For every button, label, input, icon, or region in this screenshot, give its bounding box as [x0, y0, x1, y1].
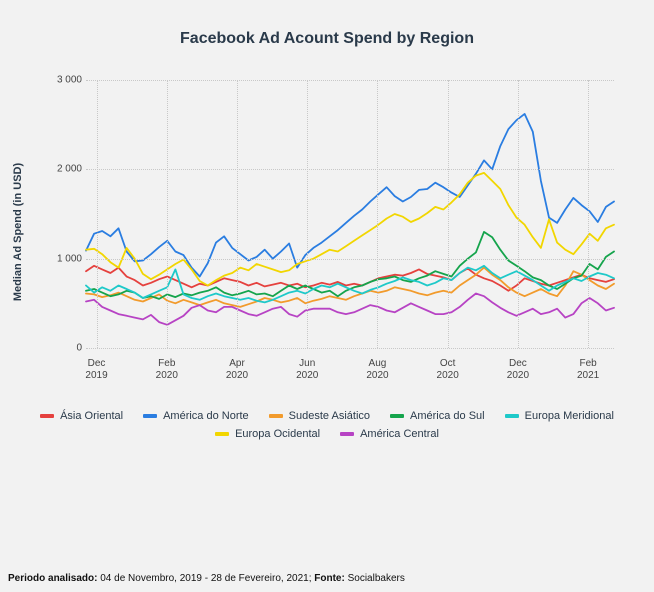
footer-source-label: Fonte: [314, 573, 345, 584]
footer-period-label: Periodo analisado: [8, 573, 97, 584]
grid-line-h [86, 259, 614, 260]
legend-label: Sudeste Asiático [289, 410, 370, 422]
legend-label: América do Norte [163, 410, 249, 422]
grid-line-v [237, 80, 238, 348]
x-tick-label: Aug2020 [366, 358, 388, 382]
legend-swatch [340, 432, 354, 436]
grid-line-v [448, 80, 449, 348]
legend-item: Sudeste Asiático [269, 410, 370, 422]
grid-line-v [377, 80, 378, 348]
grid-line-v [97, 80, 98, 348]
legend-label: Europa Ocidental [235, 428, 320, 440]
y-tick-label: 0 [42, 343, 82, 354]
legend-swatch [143, 414, 157, 418]
legend: Ásia Oriental América do Norte Sudeste Asi… [28, 410, 626, 440]
legend-label: América do Sul [410, 410, 485, 422]
x-tick-label: Jun2020 [296, 358, 318, 382]
footer-note: Periodo analisado: 04 de Novembro, 2019 … [8, 573, 405, 584]
legend-label: Europa Meridional [525, 410, 614, 422]
x-tick-label: Apr2020 [226, 358, 248, 382]
legend-item: Ásia Oriental [40, 410, 123, 422]
y-tick-label: 3 000 [42, 75, 82, 86]
legend-swatch [269, 414, 283, 418]
legend-item: América Central [340, 428, 439, 440]
legend-swatch [505, 414, 519, 418]
plot-area: 01 0002 0003 000Dec2019Feb2020Apr2020Jun… [86, 80, 614, 348]
x-tick-label: Feb2020 [156, 358, 178, 382]
legend-swatch [40, 414, 54, 418]
legend-item: Europa Ocidental [215, 428, 320, 440]
grid-line-h [86, 80, 614, 81]
legend-item: Europa Meridional [505, 410, 614, 422]
legend-item: América do Sul [390, 410, 485, 422]
footer-period-value: 04 de Novembro, 2019 - 28 de Fevereiro, … [97, 573, 314, 584]
grid-line-v [307, 80, 308, 348]
grid-line-h [86, 348, 614, 349]
x-tick-label: Oct2020 [437, 358, 459, 382]
series-line [86, 114, 614, 277]
x-tick-label: Dec2019 [85, 358, 107, 382]
y-tick-label: 2 000 [42, 164, 82, 175]
lines-svg [86, 80, 614, 348]
plot-wrap: Median Ad Spend (in USD) 01 0002 0003 00… [28, 72, 626, 392]
legend-swatch [215, 432, 229, 436]
grid-line-h [86, 169, 614, 170]
x-tick-label: Feb2021 [577, 358, 599, 382]
y-axis-label: Median Ad Spend (in USD) [12, 163, 24, 301]
chart-container: Facebook Ad Acount Spend by Region Media… [0, 0, 654, 450]
series-line [86, 173, 614, 286]
grid-line-v [167, 80, 168, 348]
chart-title: Facebook Ad Acount Spend by Region [28, 30, 626, 48]
grid-line-v [588, 80, 589, 348]
legend-item: América do Norte [143, 410, 249, 422]
legend-label: Ásia Oriental [60, 410, 123, 422]
legend-swatch [390, 414, 404, 418]
x-tick-label: Dec2020 [507, 358, 529, 382]
footer-source-value: Socialbakers [345, 573, 405, 584]
grid-line-v [518, 80, 519, 348]
legend-label: América Central [360, 428, 439, 440]
y-tick-label: 1 000 [42, 253, 82, 264]
